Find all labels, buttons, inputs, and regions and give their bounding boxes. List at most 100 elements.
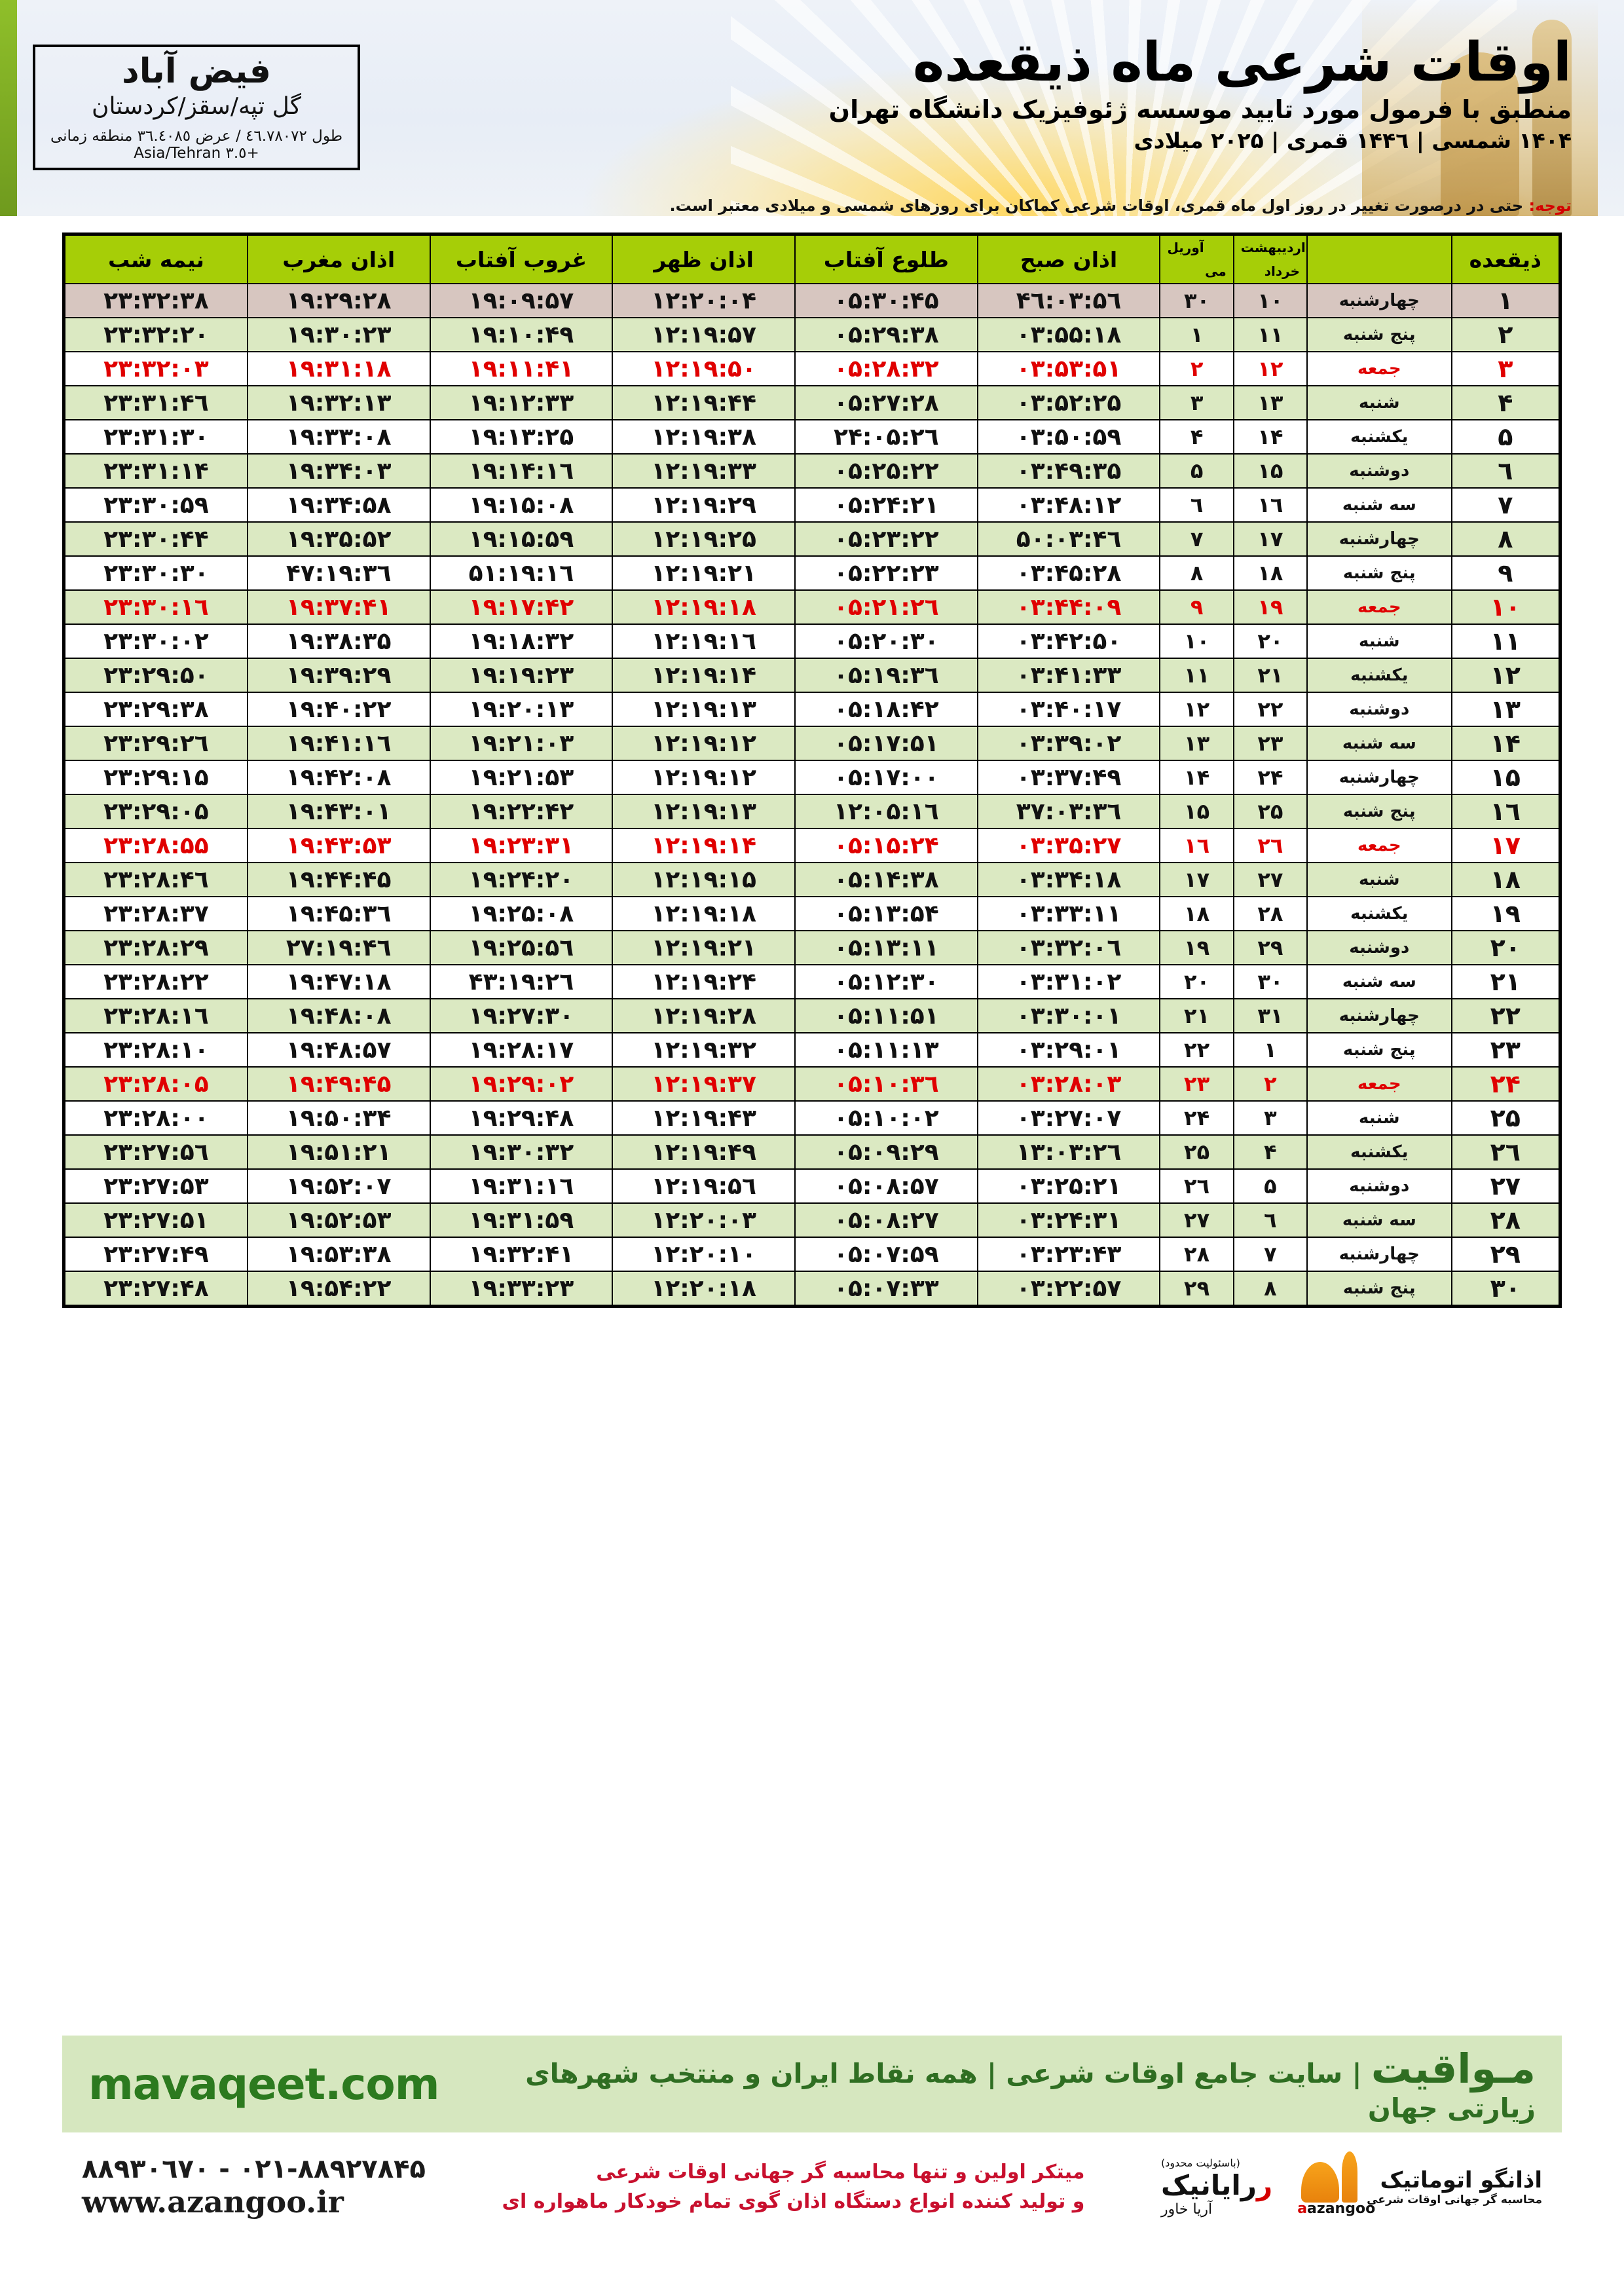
- cell-gregorian-day: ۳: [1159, 385, 1234, 420]
- cell-sunset-time: ۱۹:۱۲:۳۳: [429, 385, 614, 420]
- cell-maghrib-time: ۱۹:۳٦:۴۷: [246, 555, 431, 591]
- cell-gregorian-day: ۲۷: [1159, 1202, 1234, 1238]
- cell-weekday: سه شنبه: [1306, 964, 1452, 999]
- cell-weekday: جمعه: [1306, 589, 1452, 625]
- city-coordinates: طول ٤٦.٧٨٠٧٢ / عرض ٣٦.٤٠٨٥ منطقه زمانی +…: [50, 128, 343, 162]
- cell-dhuhr-time: ۱۲:۱۹:۱۲: [612, 760, 796, 795]
- cell-weekday: دوشنبه: [1306, 692, 1452, 727]
- mosque-dome-icon: aazangoo: [1297, 2151, 1375, 2217]
- cell-maghrib-time: ۱۹:۵۲:۵۳: [246, 1202, 431, 1238]
- cell-dhuhr-time: ۱۲:۱۹:۲۴: [612, 964, 796, 999]
- cell-qamari-day: ۱۲: [1450, 658, 1560, 693]
- cell-dhuhr-time: ۱۲:۱۹:۴۴: [612, 385, 796, 420]
- cell-fajr-time: ۰۳:۳۳:۱۱: [976, 896, 1161, 931]
- cell-midnight-time: ۲۳:۲۸:۱٦: [64, 998, 248, 1033]
- table-row: ۲ پنج شنبه ۱۱ ۱ ۰۳:۵۵:۱۸ ۰۵:۲۹:۳۸ ۱۲:۱۹:۵۷ ۱۹:۱…: [64, 317, 1560, 352]
- table-row: ۲۳ پنج شنبه ۱ ۲۲ ۰۳:۲۹:۰۱ ۰۵:۱۱:۱۳ ۱۲:۱۹:۳۲ ۱۹:…: [64, 1032, 1560, 1068]
- cell-gregorian-day: ۱۲: [1159, 692, 1234, 727]
- cell-sunrise-time: ۰۵:۰۷:۵۹: [794, 1237, 978, 1272]
- cell-sunset-time: ۱۹:۲۱:۵۳: [429, 760, 614, 795]
- cell-weekday: شنبه: [1306, 385, 1452, 420]
- cell-sunrise-time: ۰۵:۱۳:۵۴: [794, 896, 978, 931]
- cell-shamsi-day: ۱۸: [1232, 555, 1308, 591]
- cell-gregorian-day: ۲۴: [1159, 1100, 1234, 1136]
- cell-maghrib-time: ۱۹:۵۴:۲۲: [246, 1271, 431, 1306]
- cell-shamsi-day: ۲۱: [1232, 658, 1308, 693]
- prayer-times-table-wrapper: ذیقعده اردیبهشت خرداد آوریل می اذان صبح …: [62, 233, 1562, 1308]
- rayanik-logo-sub: آریا خاور: [1160, 2201, 1213, 2218]
- cell-sunset-time: ۱۹:۱۵:۰۸: [429, 487, 614, 523]
- cell-dhuhr-time: ۱۲:۲۰:۰۳: [612, 1202, 796, 1238]
- cell-midnight-time: ۲۳:۳۰:۵۹: [64, 487, 248, 523]
- cell-fajr-time: ۰۳:۲۹:۰۱: [976, 1032, 1161, 1068]
- cell-weekday: چهارشنبه: [1306, 998, 1452, 1033]
- cell-qamari-day: ۲۴: [1450, 1066, 1560, 1102]
- cell-dhuhr-time: ۱۲:۱۹:۳۲: [612, 1032, 796, 1068]
- cell-gregorian-day: ۸: [1159, 555, 1234, 591]
- footer-website[interactable]: www.azangoo.ir: [82, 2184, 344, 2220]
- table-row: ۳ جمعه ۱۲ ۲ ۰۳:۵۳:۵۱ ۰۵:۲۸:۳۲ ۱۲:۱۹:۵۰ ۱۹:۱۱:۴۱…: [64, 351, 1560, 386]
- cell-dhuhr-time: ۱۲:۱۹:۱۳: [612, 692, 796, 727]
- cell-weekday: پنج شنبه: [1306, 555, 1452, 591]
- cell-sunrise-time: ۰۵:۱۱:۱۳: [794, 1032, 978, 1068]
- table-row: ۲۱ سه شنبه ۳۰ ۲۰ ۰۳:۳۱:۰۲ ۰۵:۱۲:۳۰ ۱۲:۱۹:۲۴ ۱۹:…: [64, 964, 1560, 999]
- table-row: ۱۹ یکشنبه ۲۸ ۱۸ ۰۳:۳۳:۱۱ ۰۵:۱۳:۵۴ ۱۲:۱۹:۱۸ ۱۹:۲…: [64, 896, 1560, 931]
- cell-sunset-time: ۱۹:۲۹:۰۲: [429, 1066, 614, 1102]
- cell-midnight-time: ۲۳:۳۱:۴٦: [64, 385, 248, 420]
- cell-sunset-time: ۱۹:۲۱:۰۳: [429, 726, 614, 761]
- cell-sunrise-time: ۰۵:۲۷:۲۸: [794, 385, 978, 420]
- cell-fajr-time: ۰۳:۵۳:۵۱: [976, 351, 1161, 386]
- cell-sunrise-time: ۰۵:۱۱:۵۱: [794, 998, 978, 1033]
- cell-sunrise-time: ۰۵:۰۷:۳۳: [794, 1271, 978, 1306]
- cell-fajr-time: ۰۳:۲۵:۲۱: [976, 1168, 1161, 1204]
- table-row: ۱۲ یکشنبه ۲۱ ۱۱ ۰۳:۴۱:۳۳ ۰۵:۱۹:۳٦ ۱۲:۱۹:۱۴ ۱۹:۱…: [64, 658, 1560, 693]
- cell-sunrise-time: ۰۵:۱۵:۲۴: [794, 828, 978, 863]
- cell-qamari-day: ۲۳: [1450, 1032, 1560, 1068]
- cell-sunrise-time: ۰۵:۲۲:۲۳: [794, 555, 978, 591]
- cell-shamsi-day: ۱۵: [1232, 453, 1308, 489]
- table-row: ۴ شنبه ۱۳ ۳ ۰۳:۵۲:۲۵ ۰۵:۲۷:۲۸ ۱۲:۱۹:۴۴ ۱۹:۱۲:۳۳…: [64, 385, 1560, 420]
- cell-fajr-time: ۰۳:۴۲:۵۰: [976, 623, 1161, 659]
- cell-weekday: یکشنبه: [1306, 1134, 1452, 1170]
- city-info-box: فیض آباد گل تپه/سقز/کردستان طول ٤٦.٧٨٠٧٢…: [33, 45, 360, 170]
- cell-fajr-time: ۰۳:۴۵:۲۸: [976, 555, 1161, 591]
- cell-midnight-time: ۲۳:۲۸:۰۰: [64, 1100, 248, 1136]
- cell-dhuhr-time: ۱۲:۱۹:۲۵: [612, 521, 796, 557]
- header-gregorian-bottom: می: [1205, 263, 1227, 279]
- cell-sunrise-time: ۰۵:۱۷:۵۱: [794, 726, 978, 761]
- cell-weekday: شنبه: [1306, 623, 1452, 659]
- cell-gregorian-day: ۲۸: [1159, 1237, 1234, 1272]
- cell-gregorian-day: ۱۰: [1159, 623, 1234, 659]
- cell-weekday: شنبه: [1306, 1100, 1452, 1136]
- cell-sunset-time: ۱۹:۱۱:۴۱: [429, 351, 614, 386]
- cell-maghrib-time: ۱۹:۵۱:۲۱: [246, 1134, 431, 1170]
- footer-logos: اذانگو اتوماتیک محاسبه گر جهانی اوقات شر…: [1161, 2151, 1542, 2218]
- cell-sunset-time: ۱۹:۱۷:۴۲: [429, 589, 614, 625]
- rayanik-logo: (باسئولیت محدود) ررایانیک آریا خاور: [1161, 2157, 1272, 2218]
- cell-maghrib-time: ۱۹:۵۲:۰۷: [246, 1168, 431, 1204]
- footer-site-url[interactable]: mavaqeet.com: [88, 2058, 439, 2110]
- mosque-illustration: [1362, 0, 1598, 216]
- cell-midnight-time: ۲۳:۲۷:۵۱: [64, 1202, 248, 1238]
- cell-fajr-time: ۰۳:۴۰:۱۷: [976, 692, 1161, 727]
- cell-sunrise-time: ۰۵:۱۷:۰۰: [794, 760, 978, 795]
- cell-sunset-time: ۱۹:۲۵:۰۸: [429, 896, 614, 931]
- cell-midnight-time: ۲۳:۲۹:۰۵: [64, 794, 248, 829]
- cell-qamari-day: ۲۸: [1450, 1202, 1560, 1238]
- cell-qamari-day: ۲۵: [1450, 1100, 1560, 1136]
- cell-midnight-time: ۲۳:۳۲:۳۸: [64, 283, 248, 318]
- cell-sunset-time: ۱۹:۱۹:۲۳: [429, 658, 614, 693]
- cell-sunset-time: ۱۹:۰۹:۵۷: [429, 283, 614, 318]
- cell-sunset-time: ۱۹:۱۰:۴۹: [429, 317, 614, 352]
- cell-midnight-time: ۲۳:۲۹:۳۸: [64, 692, 248, 727]
- cell-midnight-time: ۲۳:۲۹:۲٦: [64, 726, 248, 761]
- cell-midnight-time: ۲۳:۲۸:۵۵: [64, 828, 248, 863]
- footer-brand-tagline: | سایت جامع اوقات شرعی | همه نقاط ایران …: [525, 2057, 1536, 2124]
- cell-weekday: چهارشنبه: [1306, 760, 1452, 795]
- cell-sunset-time: ۱۹:۱۳:۲۵: [429, 419, 614, 455]
- cell-shamsi-day: ۴: [1232, 1134, 1308, 1170]
- cell-weekday: چهارشنبه: [1306, 283, 1452, 318]
- cell-qamari-day: ۷: [1450, 487, 1560, 523]
- cell-sunrise-time: ۰۵:۲٦:۲۴: [794, 419, 978, 455]
- cell-midnight-time: ۲۳:۲۷:۵٦: [64, 1134, 248, 1170]
